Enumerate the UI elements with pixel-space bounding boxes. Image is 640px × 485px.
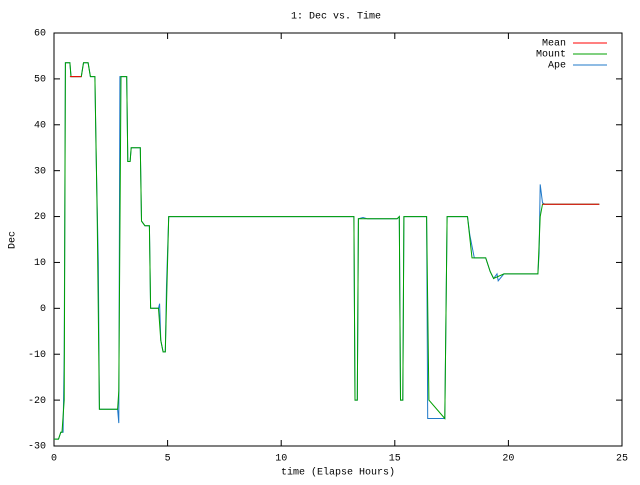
y-tick-label: 60: [34, 29, 46, 40]
x-axis-label: time (Elapse Hours): [281, 467, 395, 479]
x-tick-label: 0: [51, 454, 57, 465]
y-tick-label: -30: [28, 442, 46, 453]
legend-label: Mean: [542, 39, 566, 50]
x-tick-label: 10: [275, 454, 287, 465]
y-tick-label: 50: [34, 75, 46, 86]
y-axis-label: Dec: [8, 231, 19, 249]
series-line: [54, 62, 600, 440]
y-tick-label: 20: [34, 212, 46, 223]
y-tick-label: 10: [34, 258, 46, 269]
series-line: [69, 76, 600, 205]
plot-frame: [53, 32, 623, 447]
legend-label: Mount: [536, 50, 566, 61]
y-tick-label: -20: [28, 396, 46, 407]
x-tick-label: 25: [616, 454, 628, 465]
y-tick-label: 40: [34, 120, 46, 131]
y-tick-label: 30: [34, 166, 46, 177]
x-tick-label: 15: [389, 454, 401, 465]
x-tick-label: 20: [502, 454, 514, 465]
y-tick-label: -10: [28, 350, 46, 361]
y-tick-label: 0: [40, 304, 46, 315]
x-tick-label: 5: [165, 454, 171, 465]
chart-title: 1: Dec vs. Time: [291, 11, 381, 23]
legend-label: Ape: [548, 61, 566, 72]
